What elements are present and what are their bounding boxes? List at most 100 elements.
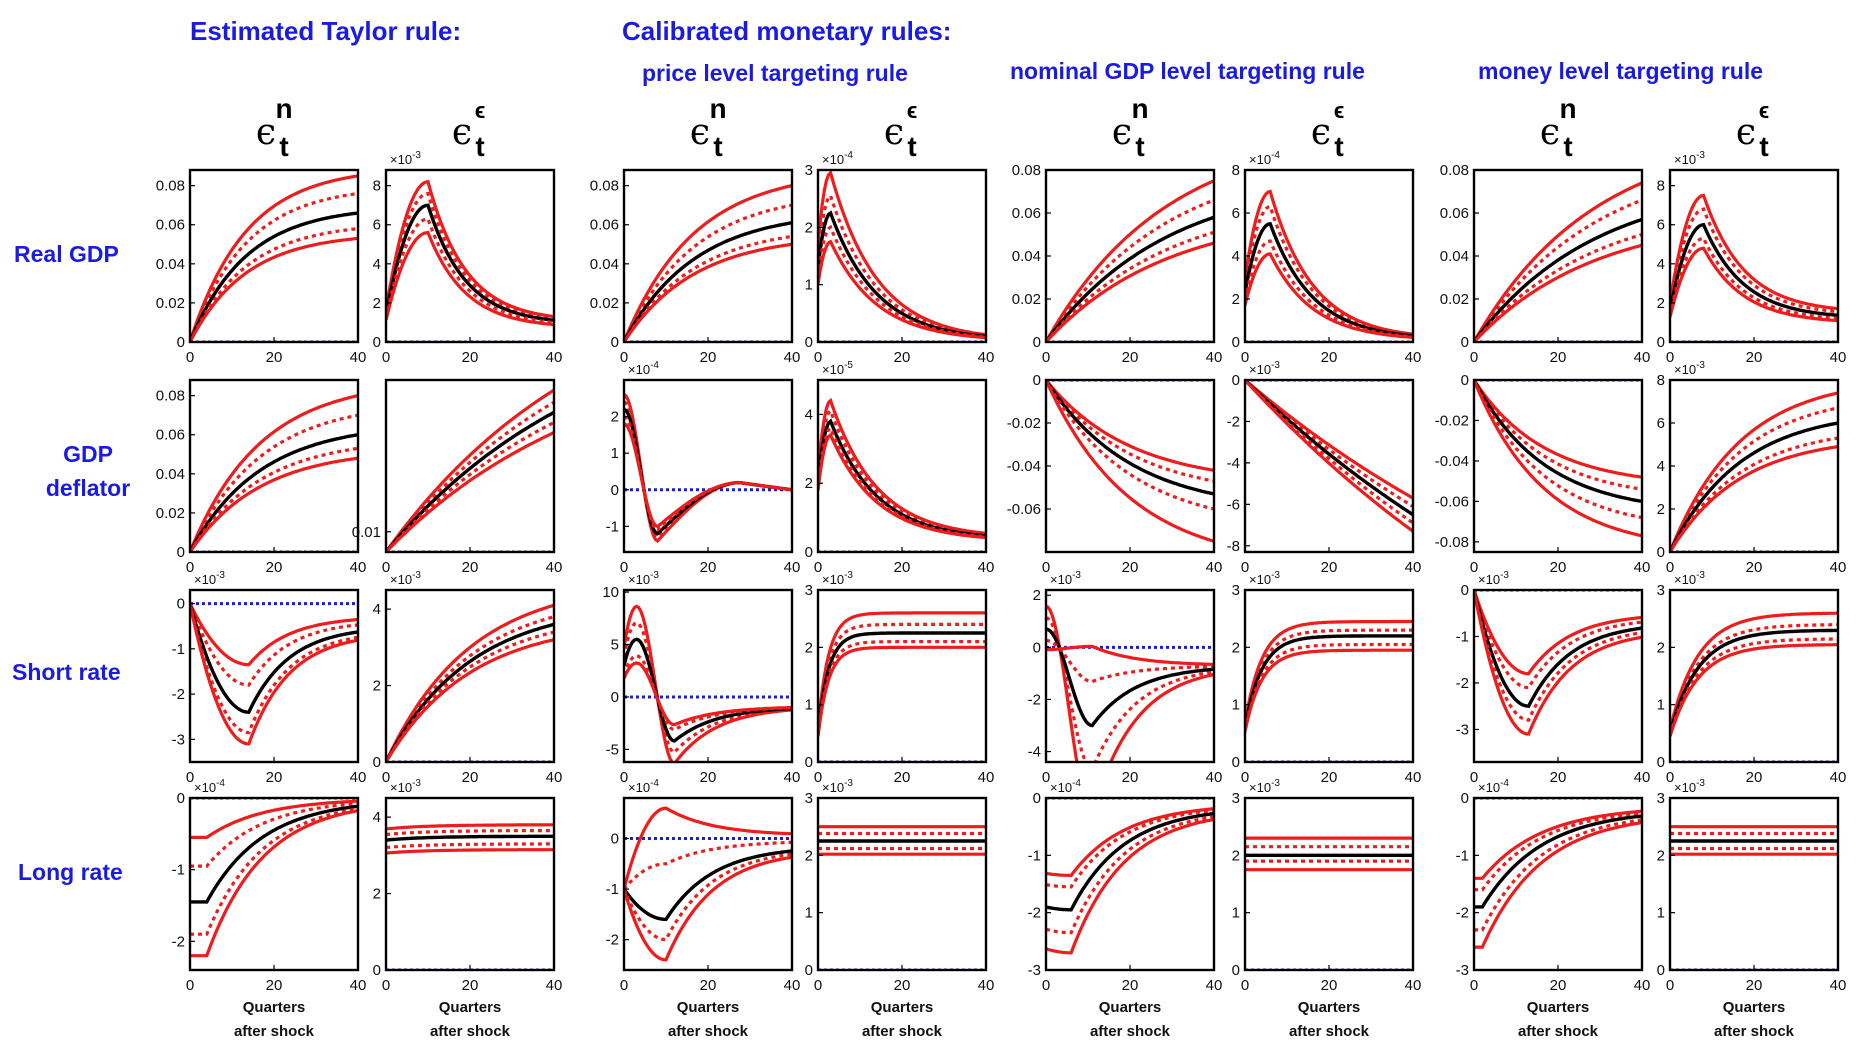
y-tick-label: 0.04: [156, 256, 185, 273]
x-tick-label: 20: [1321, 769, 1338, 786]
median-line: [190, 433, 358, 552]
band-inner: [190, 603, 358, 687]
band-inner: [1245, 642, 1413, 731]
median-line: [190, 603, 358, 714]
band-outer: [624, 855, 792, 962]
band-inner: [1670, 637, 1838, 736]
y-tick-label: 2: [373, 678, 381, 695]
y-tick-label: 0.08: [1440, 162, 1469, 179]
band-inner: [818, 622, 986, 732]
y-tick-label: -2: [606, 932, 619, 949]
median-line: [1474, 217, 1642, 342]
x-tick-label: 40: [1830, 559, 1847, 576]
y-tick-label: 0.06: [156, 217, 185, 234]
y-tick-label: -2: [1456, 905, 1469, 922]
y-tick-label: 2: [1232, 639, 1240, 656]
x-tick-label: 20: [1122, 769, 1139, 786]
x-tick-label: 40: [350, 977, 367, 994]
y-tick-label: 0.02: [590, 295, 619, 312]
y-tick-label: 0: [805, 334, 813, 351]
y-tick-label: 1: [805, 697, 813, 714]
plot-area: [1474, 798, 1642, 949]
y-tick-label: 0: [1657, 334, 1665, 351]
shock-label: ϵϵt: [1311, 98, 1344, 162]
median-line: [1245, 634, 1413, 728]
panel-frame: [1668, 796, 1840, 972]
x-tick-label: 40: [1830, 977, 1847, 994]
x-tick-label: 0: [186, 349, 194, 366]
x-tick-label: 0: [1470, 769, 1478, 786]
shock-subscript: t: [713, 131, 722, 162]
y-tick-label: 0.02: [1012, 291, 1041, 308]
x-tick-label: 0: [1666, 559, 1674, 576]
panel: -2 -1 0 ×10-4 0 20 40 Quarters after shock: [606, 778, 801, 1040]
band-outer: [624, 806, 792, 890]
band-inner: [1474, 590, 1642, 722]
y-tick-label: -5: [606, 741, 619, 758]
x-tick-label: 40: [1634, 977, 1651, 994]
axis-multiplier: ×10-3: [822, 570, 853, 587]
axis-multiplier: ×10-3: [1674, 570, 1705, 587]
shock-subscript: t: [279, 131, 288, 162]
band-inner: [1474, 198, 1642, 342]
band-outer: [1245, 380, 1413, 500]
axis-multiplier: ×10-3: [1478, 570, 1509, 587]
x-tick-label: 40: [784, 349, 801, 366]
row-label: Real GDP: [14, 241, 119, 267]
band-outer: [1670, 193, 1838, 311]
shock-subscript: t: [1334, 131, 1343, 162]
band-inner: [624, 840, 792, 891]
x-tick-label: 0: [1241, 559, 1249, 576]
x-tick-label: 20: [1122, 559, 1139, 576]
x-tick-label: 0: [1666, 349, 1674, 366]
x-tick-label: 40: [1405, 769, 1422, 786]
y-tick-label: 0.06: [1012, 205, 1041, 222]
plot-area: [1670, 193, 1838, 342]
band-outer: [1046, 380, 1214, 543]
x-tick-label: 20: [1746, 769, 1763, 786]
x-axis-label: Quarters: [1099, 999, 1162, 1016]
x-tick-label: 0: [186, 769, 194, 786]
x-axis-label: Quarters: [1723, 999, 1786, 1016]
y-tick-label: 0: [177, 334, 185, 351]
y-tick-label: 0.02: [1440, 291, 1469, 308]
plot-area: [818, 825, 986, 970]
band-outer: [818, 239, 986, 340]
median-line: [190, 211, 358, 342]
y-tick-label: 0.04: [590, 256, 619, 273]
band-inner: [1245, 380, 1413, 508]
median-line: [1046, 215, 1214, 342]
panel: 0 0.02 0.04 0.06 0.08 0 20 40: [1440, 162, 1651, 366]
shock-subscript: t: [1135, 131, 1144, 162]
y-tick-label: 0: [805, 962, 813, 979]
median-line: [624, 849, 792, 922]
y-tick-label: 0.04: [1440, 248, 1469, 265]
band-outer: [386, 823, 554, 831]
band-outer: [818, 611, 986, 730]
plot-area: [386, 823, 554, 970]
panel: 0 2 4 6 8 ×10-3 0 20 40: [373, 150, 563, 366]
y-tick-label: 0: [373, 962, 381, 979]
y-tick-label: -1: [172, 641, 185, 658]
median-line: [818, 631, 986, 734]
y-tick-label: 0.06: [156, 427, 185, 444]
band-inner: [1670, 236, 1838, 320]
panel: 0 -1 -2 -3 ×10-3 0 20 40: [1456, 570, 1651, 786]
band-outer: [1474, 243, 1642, 342]
y-tick-label: -1: [1456, 847, 1469, 864]
y-tick-label: -6: [1227, 496, 1240, 513]
band-outer: [818, 432, 986, 540]
band-inner: [1245, 204, 1413, 337]
y-tick-label: 2: [805, 639, 813, 656]
band-inner: [818, 193, 986, 338]
header-rule-price: price level targeting rule: [642, 60, 908, 86]
y-tick-label: 2: [1657, 501, 1665, 518]
x-tick-label: 40: [350, 559, 367, 576]
y-tick-label: -1: [1028, 847, 1041, 864]
shock-superscript: ϵ: [1759, 98, 1770, 123]
y-tick-label: 0: [1232, 334, 1240, 351]
shock-label: ϵnt: [256, 93, 293, 162]
band-inner: [624, 852, 792, 942]
shock-superscript: n: [1131, 93, 1148, 124]
